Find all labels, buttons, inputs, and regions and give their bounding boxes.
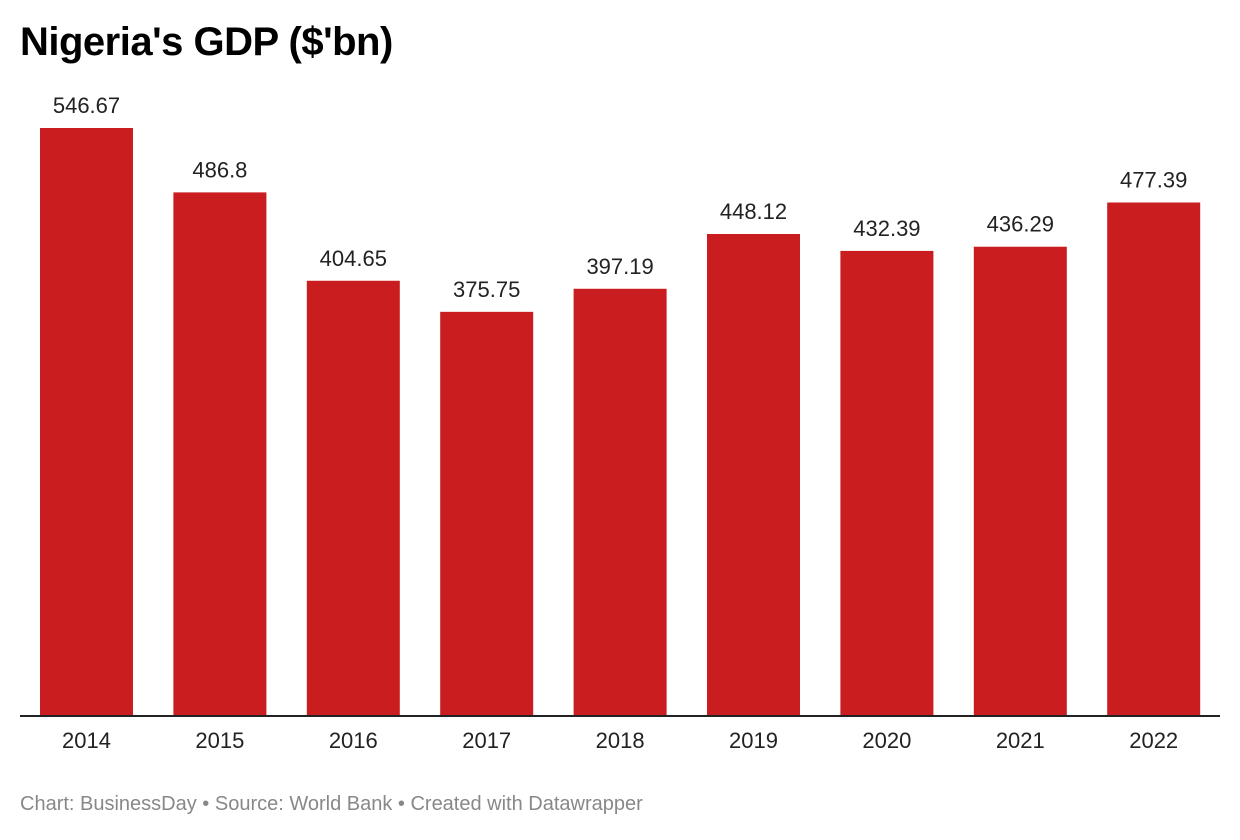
bar [573,288,667,716]
x-tick-label: 2022 [1129,728,1178,753]
bar [707,234,800,716]
data-label: 448.12 [720,199,787,224]
bar [1107,202,1201,716]
chart-footer: Chart: BusinessDay • Source: World Bank … [20,793,643,815]
x-tick-label: 2019 [729,728,778,753]
bar [306,280,400,716]
data-label: 432.39 [853,216,920,241]
bar [840,250,934,717]
bar [173,192,267,716]
x-tick-label: 2014 [62,728,111,753]
x-tick-label: 2021 [996,728,1045,753]
data-label: 546.67 [53,93,120,118]
x-tick-label: 2015 [195,728,244,753]
bar [973,246,1067,716]
data-label: 486.8 [192,157,247,182]
bar [440,311,534,716]
data-label: 397.19 [586,254,653,279]
data-label: 436.29 [987,212,1054,237]
data-label: 375.75 [453,277,520,302]
x-tick-label: 2018 [596,728,645,753]
chart-title: Nigeria's GDP ($'bn) [20,20,393,64]
x-tick-label: 2017 [462,728,511,753]
data-label: 404.65 [320,246,387,271]
bar [40,128,133,716]
x-tick-label: 2016 [329,728,378,753]
x-tick-label: 2020 [862,728,911,753]
data-label: 477.39 [1120,168,1187,193]
